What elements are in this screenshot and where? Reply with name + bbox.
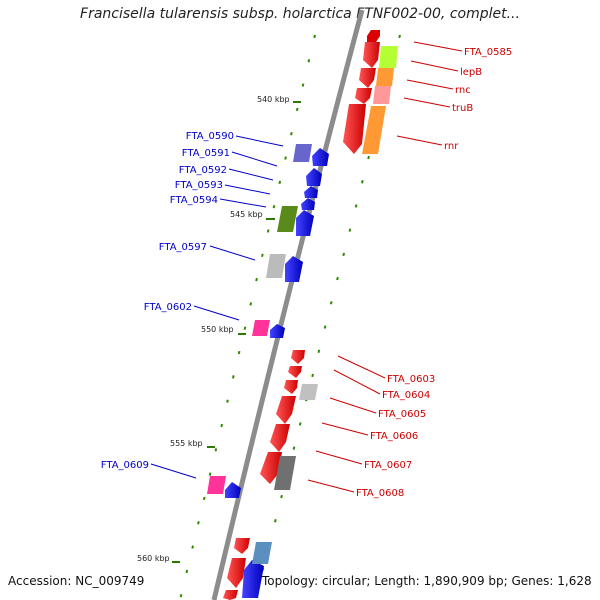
cog-blocks [207, 46, 398, 564]
genome-backbone [211, 9, 365, 600]
gene-label-fta-0604[interactable]: FTA_0604 [382, 390, 430, 401]
cog-block [299, 384, 318, 400]
cog-block [266, 254, 286, 278]
gene-arrow-lower-2[interactable] [227, 558, 246, 588]
gene-label-fta-0585[interactable]: FTA_0585 [464, 47, 512, 58]
gene-arrow-fta-0605[interactable] [284, 380, 298, 394]
gene-arrow-lower-blue[interactable] [242, 560, 264, 598]
cog-block [252, 542, 272, 564]
gene-label-fta-0590[interactable]: FTA_0590 [186, 131, 234, 142]
gene-arrow-fta-0607[interactable] [270, 424, 290, 452]
cog-block [207, 476, 226, 494]
reverse-genes [225, 148, 329, 598]
gene-arrow-fta-0603[interactable] [291, 350, 305, 364]
gene-arrow-fta-0590[interactable] [312, 148, 329, 166]
map-title: Francisella tularensis subsp. holarctica… [80, 6, 520, 22]
gene-label-trub[interactable]: truB [452, 103, 473, 114]
gene-label-fta-0594[interactable]: FTA_0594 [170, 195, 218, 206]
gene-arrow-fta-0585[interactable] [367, 30, 380, 42]
cog-block [277, 206, 298, 232]
gene-label-fta-0592[interactable]: FTA_0592 [179, 165, 227, 176]
gene-label-fta-0602[interactable]: FTA_0602 [144, 302, 192, 313]
gene-arrow-lower-3[interactable] [223, 590, 238, 600]
right-labels: FTA_0585 lepB rnc truB rnr FTA_0603 FTA_… [356, 47, 512, 499]
gene-arrow-trub[interactable] [355, 88, 372, 104]
gene-arrow-lower-1[interactable] [234, 538, 250, 554]
gene-arrow-fta-0592[interactable] [304, 186, 318, 198]
cog-block [274, 456, 296, 490]
gene-label-fta-0608[interactable]: FTA_0608 [356, 488, 404, 499]
left-labels: FTA_0590 FTA_0591 FTA_0592 FTA_0593 FTA_… [101, 131, 234, 471]
gene-label-fta-0609[interactable]: FTA_0609 [101, 460, 149, 471]
gene-arrow-lepb[interactable] [363, 42, 380, 68]
gene-arrow-fta-0591[interactable] [306, 168, 322, 186]
gene-arrow-fta-0606[interactable] [276, 396, 296, 424]
gene-arrow-rnr[interactable] [343, 104, 366, 154]
gene-label-fta-0597[interactable]: FTA_0597 [159, 242, 207, 253]
cog-block [379, 46, 398, 68]
gene-arrow-fta-0602[interactable] [270, 324, 285, 338]
gene-label-fta-0607[interactable]: FTA_0607 [364, 460, 412, 471]
position-ticks: 540 kbp 545 kbp 550 kbp 555 kbp 560 kbp [137, 95, 301, 563]
gene-arrow-fta-0608[interactable] [260, 452, 282, 484]
gene-label-lepb[interactable]: lepB [460, 67, 482, 78]
cog-block [373, 86, 391, 104]
gene-label-rnc[interactable]: rnc [455, 85, 471, 96]
gene-label-fta-0606[interactable]: FTA_0606 [370, 431, 418, 442]
gene-arrow-fta-0604[interactable] [288, 366, 302, 378]
right-leader-lines [307, 41, 463, 493]
gene-arrow-fta-0597[interactable] [285, 256, 303, 282]
tick-label: 540 kbp [257, 95, 290, 104]
gene-label-fta-0605[interactable]: FTA_0605 [378, 409, 426, 420]
tick-label: 550 kbp [201, 325, 234, 334]
forward-genes [223, 30, 380, 600]
cog-block [293, 144, 312, 162]
tick-label: 560 kbp [137, 554, 170, 563]
tick-label: 545 kbp [230, 210, 263, 219]
gene-arrow-fta-0594[interactable] [296, 210, 314, 236]
gene-label-rnr[interactable]: rnr [444, 141, 459, 152]
gene-arrow-fta-0593[interactable] [301, 198, 315, 210]
left-leader-lines [150, 135, 284, 479]
topology-text: Topology: circular; Length: 1,890,909 bp… [262, 574, 592, 588]
accession-text: Accession: NC_009749 [8, 574, 145, 588]
outer-dot-ring [179, 34, 316, 600]
gene-arrow-rnc[interactable] [359, 68, 376, 88]
gene-arrow-fta-0609[interactable] [225, 482, 241, 498]
tick-label: 555 kbp [170, 439, 203, 448]
cog-block [252, 320, 270, 336]
cog-block [362, 106, 386, 154]
gene-label-fta-0603[interactable]: FTA_0603 [387, 374, 435, 385]
gene-label-fta-0591[interactable]: FTA_0591 [182, 148, 230, 159]
cog-block [376, 68, 394, 86]
gene-label-fta-0593[interactable]: FTA_0593 [175, 180, 223, 191]
